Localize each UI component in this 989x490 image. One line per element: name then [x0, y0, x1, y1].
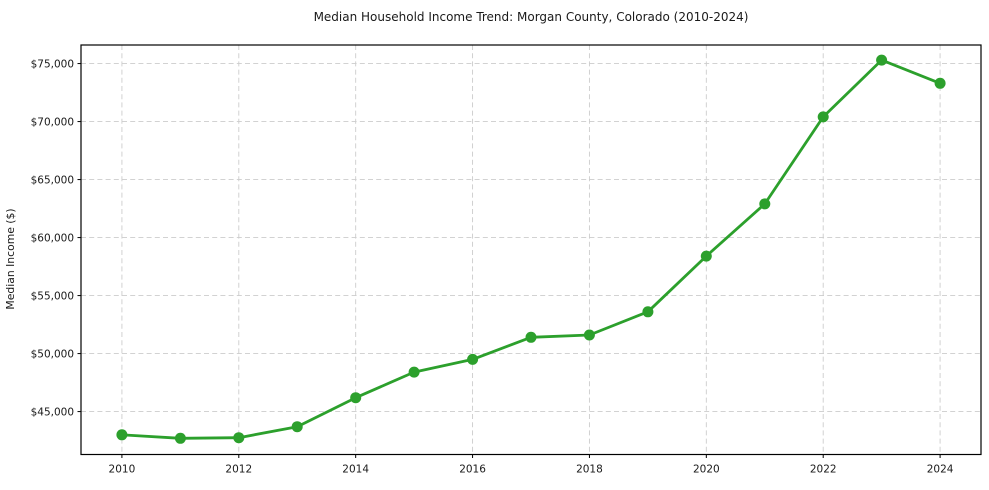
data-point-2013: [291, 421, 303, 433]
data-point-2019: [642, 306, 654, 318]
y-axis-label: Median Income ($): [4, 208, 17, 309]
y-tick-label: $55,000: [31, 290, 74, 302]
data-point-2011: [174, 432, 186, 444]
y-tick-label: $45,000: [31, 406, 74, 418]
data-point-2020: [700, 250, 712, 262]
data-point-2017: [525, 331, 537, 343]
data-point-2016: [467, 353, 479, 365]
y-tick-label: $75,000: [31, 58, 74, 70]
data-point-2010: [116, 429, 128, 441]
y-tick-label: $70,000: [31, 116, 74, 128]
x-tick-label: 2014: [342, 464, 369, 476]
x-tick-label: 2012: [225, 464, 252, 476]
series-layer: [116, 54, 946, 444]
data-point-2024: [934, 77, 946, 89]
x-tick-label: 2022: [810, 464, 837, 476]
data-point-2014: [350, 392, 362, 404]
data-point-2018: [583, 329, 595, 341]
x-tick-label: 2018: [576, 464, 603, 476]
data-point-2012: [233, 432, 245, 444]
plot-frame: [80, 44, 982, 456]
y-tick-label: $60,000: [31, 232, 74, 244]
y-tick-label: $65,000: [31, 174, 74, 186]
gridline-layer: [81, 45, 981, 455]
x-tick-label: 2010: [109, 464, 136, 476]
income-trend-line: [120, 58, 942, 440]
tick-layer: $45,000 $50,000 $55,000 $60,000 $65,000 $70,0…: [31, 58, 954, 475]
data-point-2021: [759, 198, 771, 210]
x-tick-label: 2016: [459, 464, 486, 476]
x-tick-label: 2024: [927, 464, 954, 476]
y-tick-label: $50,000: [31, 348, 74, 360]
data-point-2022: [817, 111, 829, 123]
data-point-2015: [408, 366, 420, 378]
data-point-2023: [876, 54, 888, 66]
chart-title: Median Household Income Trend: Morgan Co…: [314, 10, 749, 24]
x-tick-label: 2020: [693, 464, 720, 476]
